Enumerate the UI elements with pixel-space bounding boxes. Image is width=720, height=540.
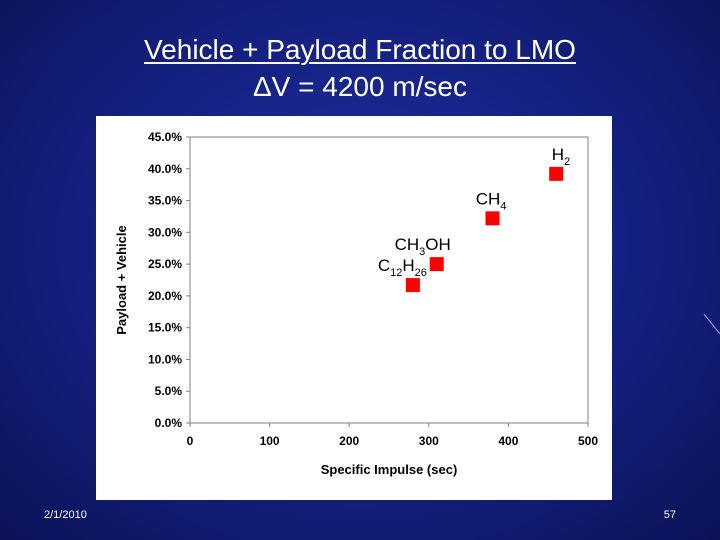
x-tick-label: 100	[260, 434, 280, 448]
data-point	[405, 278, 420, 293]
data-point	[429, 257, 444, 272]
y-tick-label: 25.0%	[148, 257, 182, 271]
point-label: H2	[552, 145, 570, 168]
point-label: C12H26	[378, 256, 427, 279]
data-point	[549, 166, 564, 181]
data-point	[485, 211, 500, 226]
y-tick-label: 0.0%	[155, 416, 183, 430]
x-tick-label: 0	[187, 434, 194, 448]
y-tick-label: 40.0%	[148, 162, 182, 176]
y-tick-label: 45.0%	[148, 130, 182, 144]
slide-title-line1: Vehicle + Payload Fraction to LMO	[144, 34, 576, 65]
slide-date: 2/1/2010	[44, 509, 87, 521]
x-tick-label: 500	[578, 434, 598, 448]
x-axis: 0 100 200 300 400 500	[187, 423, 598, 448]
y-tick-label: 30.0%	[148, 225, 182, 239]
point-label: CH4	[476, 189, 507, 212]
x-tick-label: 400	[498, 434, 518, 448]
y-tick-label: 20.0%	[148, 289, 182, 303]
point-label: CH3OH	[395, 235, 451, 258]
slide-title-line2: ΔV = 4200 m/sec	[252, 71, 468, 102]
slide-number: 57	[663, 509, 676, 521]
y-tick-label: 35.0%	[148, 194, 182, 208]
x-tick-label: 300	[419, 434, 439, 448]
y-tick-label: 15.0%	[148, 321, 182, 335]
y-tick-label: 5.0%	[155, 384, 183, 398]
chart-panel: 0.0% 5.0% 10.0% 15.0% 20.0% 25.0% 30.0% 35.0% 40…	[96, 116, 612, 500]
x-axis-title: Specific Impulse (sec)	[321, 462, 458, 477]
decorative-line	[703, 313, 720, 335]
y-tick-label: 10.0%	[148, 352, 182, 366]
plot-area	[189, 136, 589, 424]
y-axis-title: Payload + Vehicle	[114, 225, 129, 334]
y-axis: 0.0% 5.0% 10.0% 15.0% 20.0% 25.0% 30.0% 35.0% 40…	[148, 130, 190, 430]
x-tick-label: 200	[339, 434, 359, 448]
scatter-chart: 0.0% 5.0% 10.0% 15.0% 20.0% 25.0% 30.0% 35.0% 40…	[114, 130, 598, 477]
